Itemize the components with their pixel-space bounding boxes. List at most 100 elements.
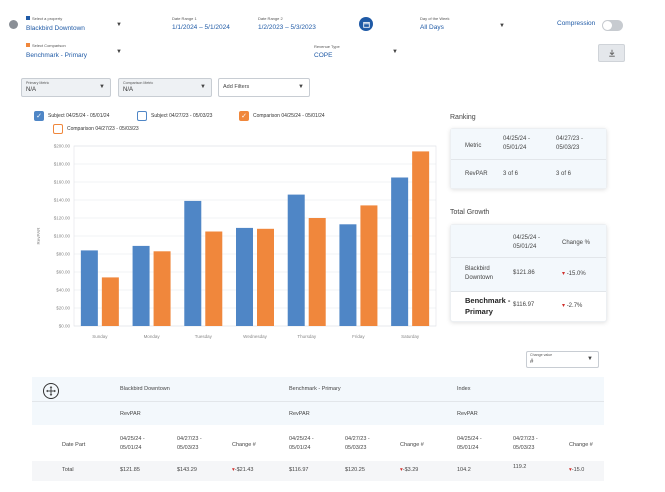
primary-metric-select[interactable]: Primary Metric N/A ▼ [21,78,111,97]
x-tick-label: Monday [144,334,161,339]
growth-row-name: Blackbird Downtown [465,266,494,281]
chevron-down-icon: ▼ [116,22,122,28]
table-row: Total $121.85 $143.29 ▾-$21.43 $116.97 $… [32,461,604,481]
x-tick-label: Saturday [401,334,420,339]
ranking-col2: 04/27/23 - 05/03/23 [556,136,584,151]
chevron-down-icon: ▼ [587,356,593,362]
table-metric-header: RevPAR [289,411,310,417]
change-value-select[interactable]: Change value # ▼ [526,351,599,368]
bar [412,151,430,326]
date-range-1-value: 1/1/2024 – 5/1/2024 [172,24,230,31]
legend-subject-prior[interactable]: Subject 04/27/23 - 05/03/23 [137,111,212,121]
download-button[interactable] [598,44,625,62]
legend-comparison-prior[interactable]: Comparison 04/27/23 - 05/03/23 [53,124,139,134]
chevron-down-icon: ▼ [116,49,122,55]
table-cell: -$3.29 [402,467,419,473]
plot-frame [73,145,437,327]
bar [205,231,223,326]
calendar-button[interactable] [359,17,373,31]
table-col-header: 04/25/24 - 05/01/24 [457,436,482,451]
day-of-week-label: Day of the Week [420,16,450,21]
bar [132,245,150,326]
y-tick-label: $0.00 [59,324,71,329]
comparison-label: Select Comparison [31,43,66,48]
growth-row-change: -15.0% [566,271,586,277]
add-filters-placeholder: Add Filters [223,84,250,90]
bar [80,250,98,326]
legend-label: Comparison 04/27/23 - 05/03/23 [67,126,139,132]
compression-toggle[interactable] [602,20,623,31]
growth-row-change: -2.7% [566,303,583,309]
comparison-select[interactable]: Select Comparison Benchmark - Primary ▼ [26,42,122,62]
property-label: Select a property [31,16,63,21]
checkbox-unchecked-icon[interactable] [137,111,147,121]
y-tick-label: $160.00 [54,180,71,185]
compression-label: Compression [557,20,596,27]
table-group-header: Benchmark - Primary [289,386,341,392]
growth-row-name: Benchmark - Primary [465,296,511,316]
legend-comparison-current[interactable]: ✓ Comparison 04/25/24 - 05/01/24 [239,111,325,121]
y-tick-label: $20.00 [56,306,70,311]
comparison-metric-value: N/A [123,87,134,93]
bar [236,227,253,326]
table-cell: $116.97 [289,467,309,473]
bar [101,277,119,326]
total-growth-title: Total Growth [450,209,490,216]
bar [184,200,202,326]
property-select[interactable]: Select a property Blackbird Downtown ▼ [26,15,122,35]
chevron-down-icon: ▼ [392,49,398,55]
table-col-header: Change # [232,442,256,448]
date-range-2[interactable]: Date Range 2 1/2/2023 – 5/3/2023 [258,16,338,36]
collapse-toggle[interactable] [9,20,18,29]
y-tick-label: $80.00 [56,252,70,257]
chevron-down-icon: ▼ [99,84,105,90]
ranking-card: 04/25/24 - 05/01/24 04/27/23 - 05/03/23 … [450,128,607,189]
growth-col2: Change % [562,240,591,246]
chevron-down-icon: ▼ [499,23,505,29]
legend-subject-current[interactable]: ✓ Subject 04/25/24 - 05/01/24 [34,111,109,121]
date-range-1[interactable]: Date Range 1 1/1/2024 – 5/1/2024 [172,16,252,36]
table-cell: $143.29 [177,467,197,473]
drag-handle[interactable] [43,383,59,399]
revenue-type-label: Revenue Type [314,44,340,49]
bar [153,251,171,326]
revenue-type-select[interactable]: Revenue Type COPE ▼ [314,44,400,64]
legend-label: Subject 04/25/24 - 05/01/24 [48,113,110,119]
table-group-header: Index [457,386,471,392]
table-col-header: 04/27/23 - 05/03/23 [345,436,370,451]
primary-metric-label: Primary Metric [26,81,50,85]
growth-row-value: $116.97 [513,302,535,308]
table-col-header: Change # [400,442,424,448]
checkbox-unchecked-icon[interactable] [53,124,63,134]
property-color-icon [26,16,30,21]
down-arrow-icon: ▾ [562,303,566,309]
change-value-label: Change value [530,353,553,357]
table-metric-header: RevPAR [120,411,141,417]
x-tick-label: Wednesday [243,334,267,339]
ranking-col1: 04/25/24 - 05/01/24 [503,136,531,151]
x-tick-label: Thursday [297,334,317,339]
change-value-value: # [530,359,534,365]
checkbox-checked-icon[interactable]: ✓ [34,111,44,121]
bar [360,205,378,326]
table-cell: $121.85 [120,467,140,473]
bar [391,177,409,326]
y-tick-label: $100.00 [54,234,71,239]
table-col-header: 04/27/23 - 05/03/23 [177,436,202,451]
total-growth-card: 04/25/24 - 05/01/24 Change % Blackbird D… [450,224,607,322]
comparison-metric-select[interactable]: Comparison Metric N/A ▼ [118,78,212,97]
chevron-down-icon: ▼ [298,84,304,90]
property-value: Blackbird Downtown [26,25,85,32]
day-of-week-select[interactable]: Day of the Week All Days ▼ [420,16,508,36]
down-arrow-icon: ▾ [562,271,566,277]
add-filters-select[interactable]: Add Filters ▼ [218,78,310,97]
table-group-header: Blackbird Downtown [120,386,170,392]
table-metric-header: RevPAR [457,411,478,417]
ranking-val2: 3 of 6 [556,171,572,177]
legend-label: Comparison 04/25/24 - 05/01/24 [253,113,325,119]
x-tick-label: Tuesday [195,334,213,339]
primary-metric-value: N/A [26,87,37,93]
checkbox-checked-icon[interactable]: ✓ [239,111,249,121]
table-cell: -15.0 [571,467,585,473]
x-tick-label: Sunday [92,334,108,339]
